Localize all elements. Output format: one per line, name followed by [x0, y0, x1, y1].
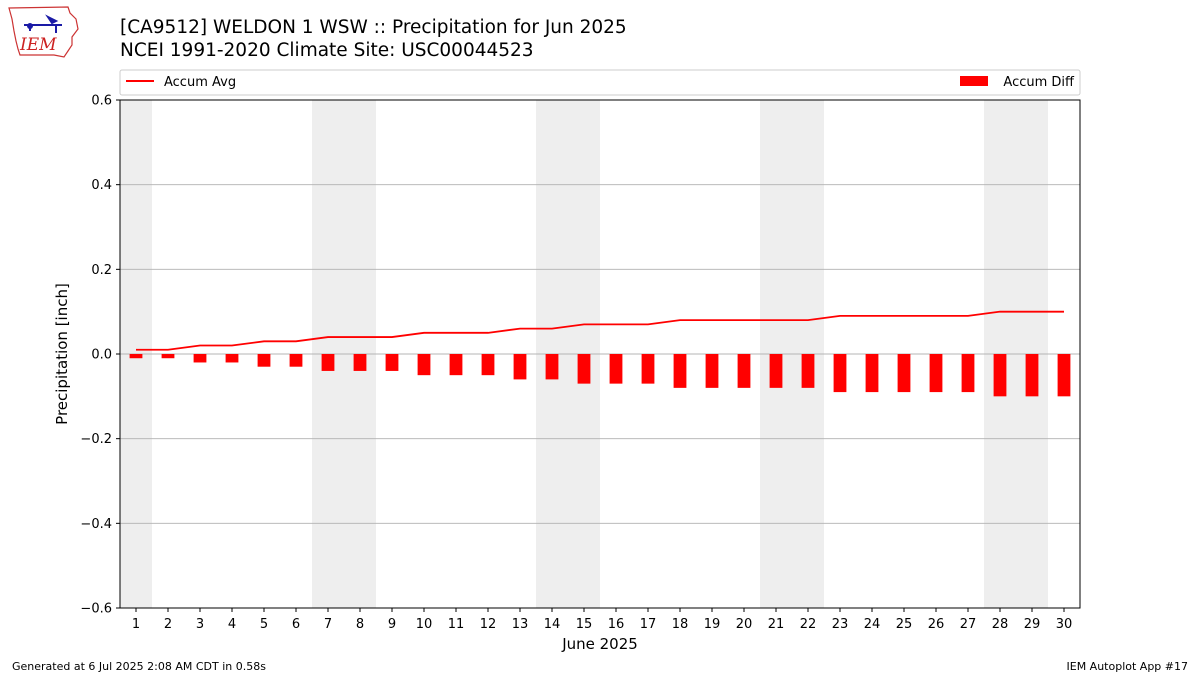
x-tick-label: 28 — [992, 617, 1009, 632]
bar-day-10 — [417, 354, 431, 376]
x-tick-label: 29 — [1024, 617, 1041, 632]
bar-day-11 — [449, 354, 463, 376]
bar-day-1 — [129, 354, 143, 359]
y-tick-label: 0.2 — [91, 263, 112, 278]
bar-day-2 — [161, 354, 175, 359]
footer-app-text: IEM Autoplot App #17 — [1066, 660, 1189, 673]
x-tick-label: 26 — [928, 617, 945, 632]
logo-text: IEM — [19, 35, 57, 55]
bar-day-25 — [897, 354, 911, 393]
bar-day-26 — [929, 354, 943, 393]
y-tick-label: −0.2 — [80, 432, 112, 447]
bar-day-18 — [673, 354, 687, 388]
iem-logo: IEM — [6, 5, 82, 59]
bar-day-14 — [545, 354, 559, 380]
x-tick-label: 21 — [768, 617, 785, 632]
x-tick-label: 18 — [672, 617, 689, 632]
chart-title-line-2: NCEI 1991-2020 Climate Site: USC00044523 — [120, 40, 534, 61]
x-tick-label: 15 — [576, 617, 593, 632]
legend-box — [119, 69, 1081, 96]
bar-day-3 — [193, 354, 207, 363]
chart-title-line-1: [CA9512] WELDON 1 WSW :: Precipitation f… — [120, 17, 627, 38]
x-tick-label: 17 — [640, 617, 657, 632]
y-tick-label: −0.4 — [80, 517, 112, 532]
x-tick-label: 12 — [480, 617, 497, 632]
x-tick-label: 11 — [448, 617, 465, 632]
x-tick-label: 4 — [228, 617, 236, 632]
bar-day-15 — [577, 354, 591, 384]
bar-day-16 — [609, 354, 623, 384]
y-tick-label: 0.4 — [91, 178, 112, 193]
bar-day-12 — [481, 354, 495, 376]
x-tick-label: 22 — [800, 617, 817, 632]
x-tick-label: 13 — [512, 617, 529, 632]
x-tick-label: 9 — [388, 617, 396, 632]
y-tick-label: −0.6 — [80, 602, 112, 617]
x-tick-label: 23 — [832, 617, 849, 632]
x-axis-ticks: 1 2 3 4 5 6 7 8 9 10 11 12 13 14 15 16 17 18 19 20 21 22 23 24 2… — [132, 608, 1072, 632]
x-axis-label: June 2025 — [561, 635, 638, 653]
x-tick-label: 8 — [356, 617, 364, 632]
x-tick-label: 7 — [324, 617, 332, 632]
bar-day-6 — [289, 354, 303, 367]
x-tick-label: 14 — [544, 617, 561, 632]
bar-day-17 — [641, 354, 655, 384]
bar-day-5 — [257, 354, 271, 367]
bar-day-28 — [993, 354, 1007, 397]
footer-generated-text: Generated at 6 Jul 2025 2:08 AM CDT in 0… — [12, 660, 266, 673]
bar-day-19 — [705, 354, 719, 388]
y-axis-label: Precipitation [inch] — [53, 283, 71, 425]
bar-day-24 — [865, 354, 879, 393]
bar-day-27 — [961, 354, 975, 393]
legend: Accum Avg Accum Diff — [119, 69, 1081, 96]
y-axis-ticks: −0.6 −0.4 −0.2 0.0 0.2 0.4 0.6 — [80, 94, 120, 617]
x-tick-label: 19 — [704, 617, 721, 632]
bar-day-22 — [801, 354, 815, 388]
bar-day-13 — [513, 354, 527, 380]
legend-accum-avg-label: Accum Avg — [164, 75, 236, 90]
bar-day-29 — [1025, 354, 1039, 397]
legend-accum-diff-swatch — [960, 76, 988, 86]
bar-day-21 — [769, 354, 783, 388]
y-tick-label: 0.0 — [91, 348, 112, 363]
accum-avg-line — [136, 310, 1064, 351]
y-tick-label: 0.6 — [91, 94, 112, 109]
bar-day-23 — [833, 354, 847, 393]
bar-day-8 — [353, 354, 367, 371]
bar-day-9 — [385, 354, 399, 371]
x-tick-label: 3 — [196, 617, 204, 632]
accum-diff-bars — [129, 354, 1071, 397]
x-tick-label: 25 — [896, 617, 913, 632]
bar-day-30 — [1057, 354, 1071, 397]
x-tick-label: 1 — [132, 617, 140, 632]
x-tick-label: 20 — [736, 617, 753, 632]
x-tick-label: 2 — [164, 617, 172, 632]
x-tick-label: 10 — [416, 617, 433, 632]
x-tick-label: 6 — [292, 617, 300, 632]
station-dot-icon — [27, 23, 33, 29]
x-tick-label: 24 — [864, 617, 881, 632]
legend-accum-diff-label: Accum Diff — [1003, 75, 1075, 90]
x-tick-label: 27 — [960, 617, 977, 632]
x-tick-label: 30 — [1056, 617, 1073, 632]
x-tick-label: 16 — [608, 617, 625, 632]
bar-day-4 — [225, 354, 239, 363]
bar-day-7 — [321, 354, 335, 371]
bar-day-20 — [737, 354, 751, 388]
iowa-outline-icon — [8, 6, 79, 58]
x-tick-label: 5 — [260, 617, 268, 632]
